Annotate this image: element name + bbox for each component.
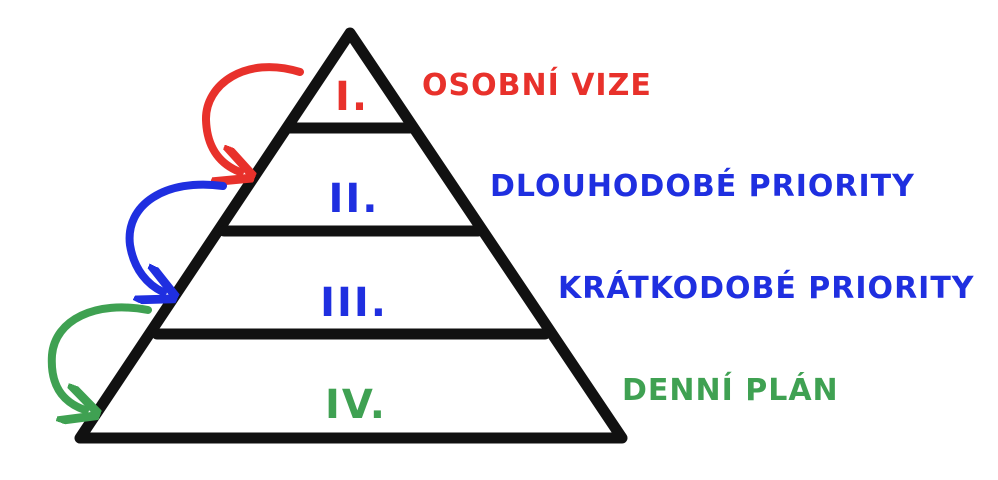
tier-label-4: DENNÍ PLÁN bbox=[622, 372, 839, 408]
tier-numeral-2: II. bbox=[329, 176, 380, 222]
tier-numeral-1: I. bbox=[335, 74, 369, 120]
arrow-icon-blue bbox=[125, 180, 227, 292]
tier-numeral-4: IV. bbox=[325, 382, 387, 428]
arrow-icon-red bbox=[201, 63, 304, 172]
tier-label-3: KRÁTKODOBÉ PRIORITY bbox=[558, 270, 975, 306]
pyramid-outline bbox=[74, 27, 628, 444]
tier-numeral-3: III. bbox=[320, 280, 388, 326]
tier-label-1: OSOBNÍ VIZE bbox=[422, 67, 652, 103]
tier-label-2: DLOUHODOBÉ PRIORITY bbox=[490, 168, 915, 204]
pyramid bbox=[74, 27, 628, 444]
arrow-icon-green bbox=[47, 303, 152, 410]
